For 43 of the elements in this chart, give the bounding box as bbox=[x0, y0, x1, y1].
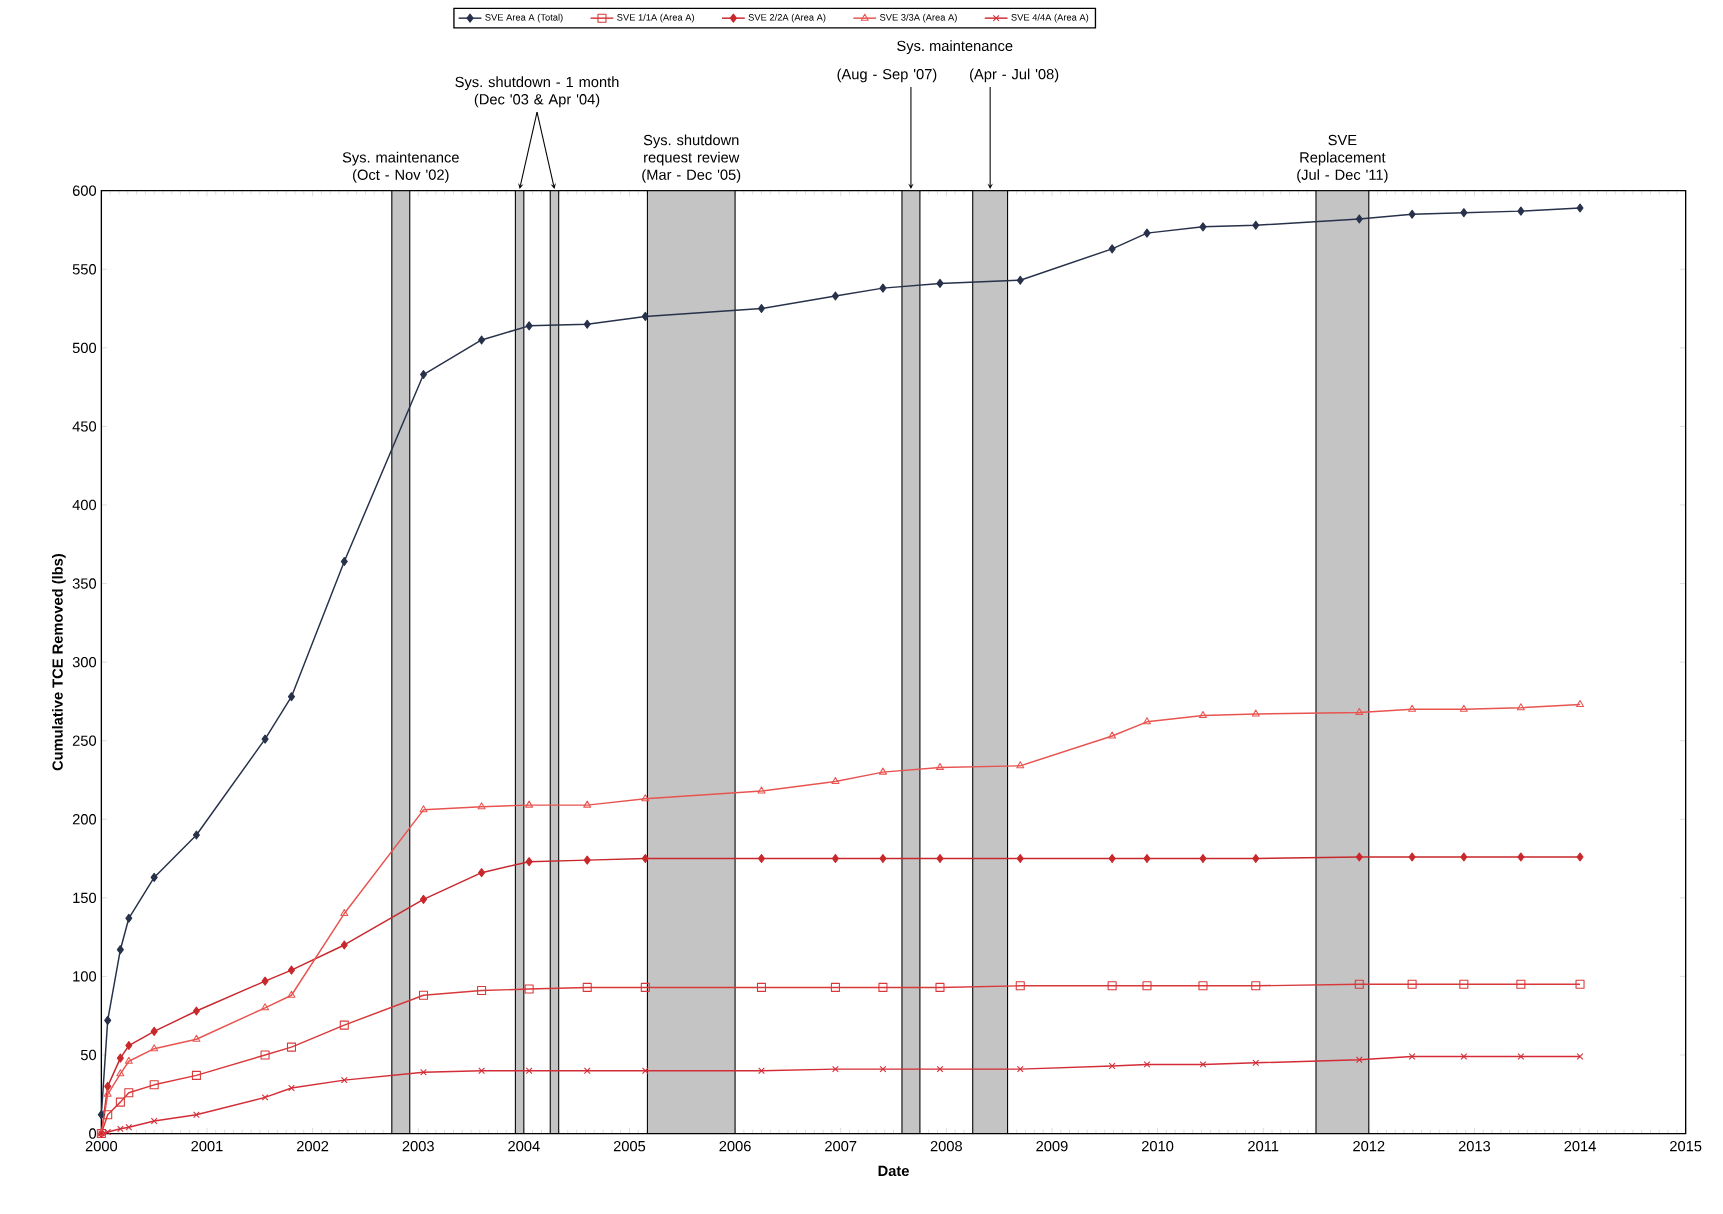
x-axis-title: Date bbox=[878, 1166, 909, 1177]
y-tick-label: 300 bbox=[72, 657, 97, 668]
legend-label: SVE 1/1A (Area A) bbox=[617, 14, 694, 23]
band-label: Sys. maintenance (Oct - Nov '02) bbox=[342, 152, 459, 184]
y-tick-label: 500 bbox=[72, 342, 97, 354]
y-tick-label: 600 bbox=[72, 185, 97, 197]
band-label: (Aug - Sep '07) bbox=[837, 68, 937, 83]
x-tick-label: 2014 bbox=[1564, 1141, 1596, 1152]
x-tick-label: 2011 bbox=[1248, 1141, 1279, 1152]
y-tick-label: 400 bbox=[72, 500, 97, 511]
x-tick-label: 2010 bbox=[1141, 1141, 1174, 1152]
y-axis-title: Cumulative TCE Removed (lbs) bbox=[52, 554, 66, 771]
y-tick-label: 450 bbox=[72, 421, 97, 432]
text: Sys. maintenance bbox=[897, 40, 1013, 55]
legend-label: SVE 4/4A (Area A) bbox=[1011, 14, 1089, 23]
x-tick-label: 2009 bbox=[1036, 1141, 1068, 1152]
band-label: Sys. shutdown request review (Mar - Dec '05) bbox=[642, 134, 741, 184]
x-tick-label: 2012 bbox=[1353, 1141, 1385, 1152]
x-tick-label: 2015 bbox=[1670, 1141, 1702, 1152]
y-tick-label: 150 bbox=[73, 892, 97, 904]
y-tick-label: 0 bbox=[89, 1128, 97, 1139]
legend-label: SVE 3/3A (Area A) bbox=[879, 14, 957, 23]
x-tick-label: 2002 bbox=[297, 1141, 329, 1152]
y-tick-label: 200 bbox=[72, 814, 97, 825]
y-tick-label: 250 bbox=[72, 735, 97, 747]
x-tick-label: 2001 bbox=[191, 1141, 223, 1152]
legend-label: SVE 2/2A (Area A) bbox=[748, 14, 826, 23]
x-tick-label: 2003 bbox=[402, 1141, 434, 1152]
y-tick-label: 550 bbox=[72, 264, 97, 275]
x-tick-label: 2005 bbox=[613, 1141, 646, 1152]
x-tick-label: 2004 bbox=[508, 1141, 540, 1152]
band-label: Sys. shutdown - 1 month (Dec '03 & Apr '04) bbox=[455, 76, 619, 108]
y-tick-label: 100 bbox=[73, 971, 97, 982]
band-label: SVE Replacement (Jul - Dec '11) bbox=[1297, 135, 1388, 184]
legend-label: SVE Area A (Total) bbox=[485, 14, 563, 23]
x-tick-label: 2007 bbox=[825, 1141, 857, 1152]
band-label: (Apr - Jul '08) bbox=[970, 68, 1059, 83]
y-tick-label: 350 bbox=[72, 578, 97, 589]
x-tick-label: 2000 bbox=[85, 1141, 118, 1152]
y-tick-label: 50 bbox=[80, 1050, 97, 1061]
x-tick-label: 2006 bbox=[719, 1141, 751, 1152]
x-tick-label: 2008 bbox=[930, 1141, 962, 1152]
x-tick-label: 2013 bbox=[1458, 1141, 1491, 1152]
